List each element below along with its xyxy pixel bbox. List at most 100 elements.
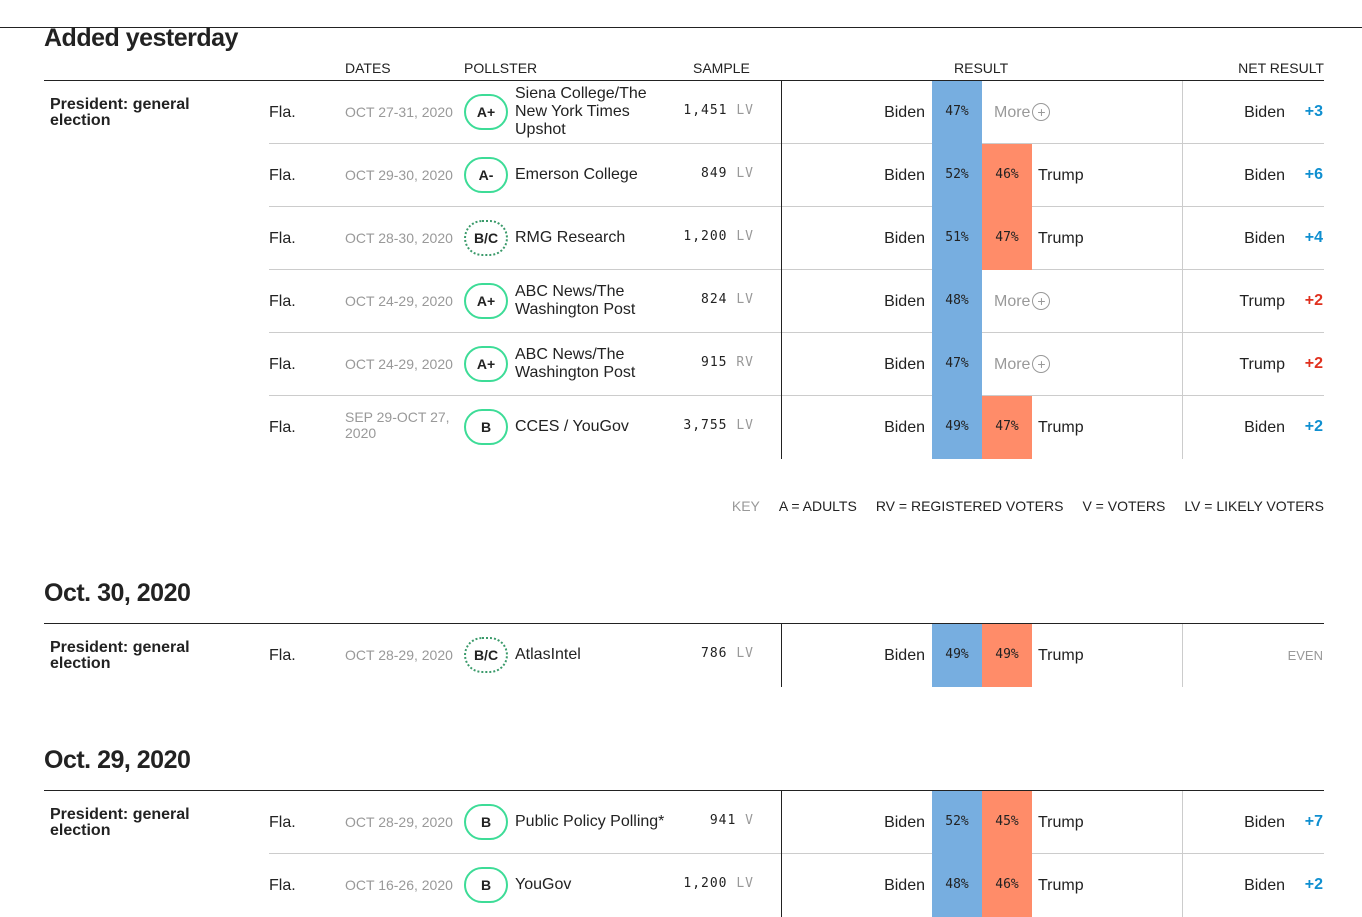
candidate-biden: Biden xyxy=(884,293,925,310)
poll-row[interactable]: Fla. OCT 27-31, 2020 A+ Siena College/The N… xyxy=(269,81,1324,144)
section-added-yesterday: Added yesterday DATES POLLSTER SAMPLE RE… xyxy=(44,22,1324,459)
pollster-name[interactable]: AtlasIntel xyxy=(515,628,675,682)
sample-count: 1,200 xyxy=(683,229,728,244)
pollster-grade-badge[interactable]: A- xyxy=(464,157,508,193)
net-result-leader: Biden xyxy=(1244,877,1285,894)
pollster-name-text[interactable]: RMG Research xyxy=(515,229,626,246)
sample-size: 915 RV xyxy=(701,355,754,370)
poll-group: President: general election Fla. OCT 28-29… xyxy=(44,791,1324,917)
race-label: President: general election xyxy=(50,806,190,839)
column-divider xyxy=(1182,396,1183,459)
header-dates: DATES xyxy=(345,60,391,76)
candidate-biden: Biden xyxy=(884,877,925,894)
column-divider xyxy=(1182,144,1183,207)
pollster-name-text[interactable]: AtlasIntel xyxy=(515,646,581,663)
candidate-biden: Biden xyxy=(884,647,925,664)
poll-row[interactable]: Fla. OCT 28-30, 2020 B/C RMG Research 1,200 … xyxy=(269,207,1324,270)
state-label: Fla. xyxy=(269,647,296,664)
poll-dates: OCT 24-29, 2020 xyxy=(345,356,453,372)
poll-row[interactable]: Fla. SEP 29-OCT 27, 2020 B CCES / YouGov 3,7… xyxy=(269,396,1324,459)
pollster-name-text[interactable]: CCES / YouGov xyxy=(515,418,629,435)
net-result-margin: +7 xyxy=(1304,813,1323,830)
pollster-grade-badge[interactable]: B/C xyxy=(464,637,508,673)
pollster-grade-badge[interactable]: A+ xyxy=(464,94,508,130)
pollster-grade-badge[interactable]: A+ xyxy=(464,346,508,382)
more-label: More xyxy=(994,356,1031,373)
header-pollster: POLLSTER xyxy=(464,60,538,76)
pollster-name[interactable]: ABC News/The Washington Post xyxy=(515,274,675,328)
key-label: KEY xyxy=(731,498,760,514)
poll-row[interactable]: Fla. OCT 28-29, 2020 B/C AtlasIntel 786 LV Bi… xyxy=(269,624,1324,687)
net-result-margin: +2 xyxy=(1304,292,1323,309)
more-candidates-button[interactable]: More + xyxy=(994,292,1051,311)
key-likely-voters: LV = LIKELY VOTERS xyxy=(1184,498,1324,514)
candidate-trump: Trump xyxy=(1038,419,1084,436)
section-divider xyxy=(44,776,1324,791)
pollster-name[interactable]: Siena College/The New York Times Upshot xyxy=(515,85,675,139)
poll-row[interactable]: Fla. OCT 24-29, 2020 A+ ABC News/The Washin… xyxy=(269,270,1324,333)
candidate-biden: Biden xyxy=(884,419,925,436)
pollster-grade-badge[interactable]: B/C xyxy=(464,220,508,256)
net-result-leader: Trump xyxy=(1239,356,1285,373)
trump-result-bar: 46% xyxy=(982,854,1032,917)
candidate-biden: Biden xyxy=(884,230,925,247)
column-divider xyxy=(1182,333,1183,396)
pollster-name-text[interactable]: ABC News/The Washington Post xyxy=(515,283,636,318)
sample-unit: LV xyxy=(736,876,754,891)
poll-dates: OCT 27-31, 2020 xyxy=(345,104,453,120)
header-sample: SAMPLE xyxy=(693,60,750,76)
section-oct-29: Oct. 29, 2020 President: general electio… xyxy=(44,744,1324,917)
table-header: DATES POLLSTER SAMPLE RESULT NET RESULT xyxy=(44,54,1324,81)
poll-row[interactable]: Fla. OCT 29-30, 2020 A- Emerson College 849 … xyxy=(269,144,1324,207)
candidate-trump: Trump xyxy=(1038,647,1084,664)
plus-circle-icon[interactable]: + xyxy=(1032,103,1051,121)
pollster-grade-badge[interactable]: A+ xyxy=(464,283,508,319)
net-result-leader: Biden xyxy=(1244,104,1285,121)
poll-dates: SEP 29-OCT 27, 2020 xyxy=(345,409,450,441)
pollster-name[interactable]: Public Policy Polling* xyxy=(515,795,675,849)
more-candidates-button[interactable]: More + xyxy=(994,103,1051,122)
pollster-name-text[interactable]: YouGov xyxy=(515,876,572,893)
plus-circle-icon[interactable]: + xyxy=(1032,292,1051,310)
pollster-grade-badge[interactable]: B xyxy=(464,409,508,445)
poll-row[interactable]: Fla. OCT 16-26, 2020 B YouGov 1,200 LV Biden 4… xyxy=(269,854,1324,917)
net-result-leader: Biden xyxy=(1244,230,1285,247)
trump-result-bar: 47% xyxy=(982,396,1032,459)
biden-result-bar: 47% xyxy=(932,81,982,144)
pollster-name-text[interactable]: Public Policy Polling* xyxy=(515,813,665,830)
pollster-name[interactable]: Emerson College xyxy=(515,148,675,202)
column-divider xyxy=(781,333,782,396)
sample-size: 786 LV xyxy=(701,646,754,661)
pollster-name[interactable]: YouGov xyxy=(515,858,675,912)
pollster-name[interactable]: RMG Research xyxy=(515,211,675,265)
pollster-grade-badge[interactable]: B xyxy=(464,867,508,903)
pollster-name[interactable]: CCES / YouGov xyxy=(515,400,675,454)
key-registered-voters: RV = REGISTERED VOTERS xyxy=(875,498,1064,514)
sample-size: 824 LV xyxy=(701,292,754,307)
trump-result-bar: 45% xyxy=(982,791,1032,854)
header-net-result: NET RESULT xyxy=(1238,60,1324,76)
biden-result-bar: 52% xyxy=(932,791,982,854)
sample-unit: RV xyxy=(736,355,754,370)
pollster-name-text[interactable]: Emerson College xyxy=(515,166,638,183)
biden-result-bar: 49% xyxy=(932,396,982,459)
section-title: Oct. 29, 2020 xyxy=(44,746,191,774)
pollster-grade-badge[interactable]: B xyxy=(464,804,508,840)
pollster-name[interactable]: ABC News/The Washington Post xyxy=(515,337,675,391)
pollster-name-text[interactable]: ABC News/The Washington Post xyxy=(515,346,636,381)
sample-count: 824 xyxy=(701,292,728,307)
pollster-name-text[interactable]: Siena College/The New York Times Upshot xyxy=(515,85,647,138)
poll-row[interactable]: Fla. OCT 28-29, 2020 B Public Policy Pollin… xyxy=(269,791,1324,854)
biden-result-bar: 48% xyxy=(932,854,982,917)
poll-group: President: general election Fla. OCT 28-29… xyxy=(44,624,1324,687)
section-title: Oct. 30, 2020 xyxy=(44,579,191,607)
poll-dates: OCT 28-29, 2020 xyxy=(345,647,453,663)
state-label: Fla. xyxy=(269,419,296,436)
column-divider xyxy=(1182,791,1183,854)
candidate-biden: Biden xyxy=(884,104,925,121)
state-label: Fla. xyxy=(269,814,296,831)
poll-row[interactable]: Fla. OCT 24-29, 2020 A+ ABC News/The Washin… xyxy=(269,333,1324,396)
column-divider xyxy=(1182,81,1183,144)
plus-circle-icon[interactable]: + xyxy=(1032,355,1051,373)
more-candidates-button[interactable]: More + xyxy=(994,355,1051,374)
